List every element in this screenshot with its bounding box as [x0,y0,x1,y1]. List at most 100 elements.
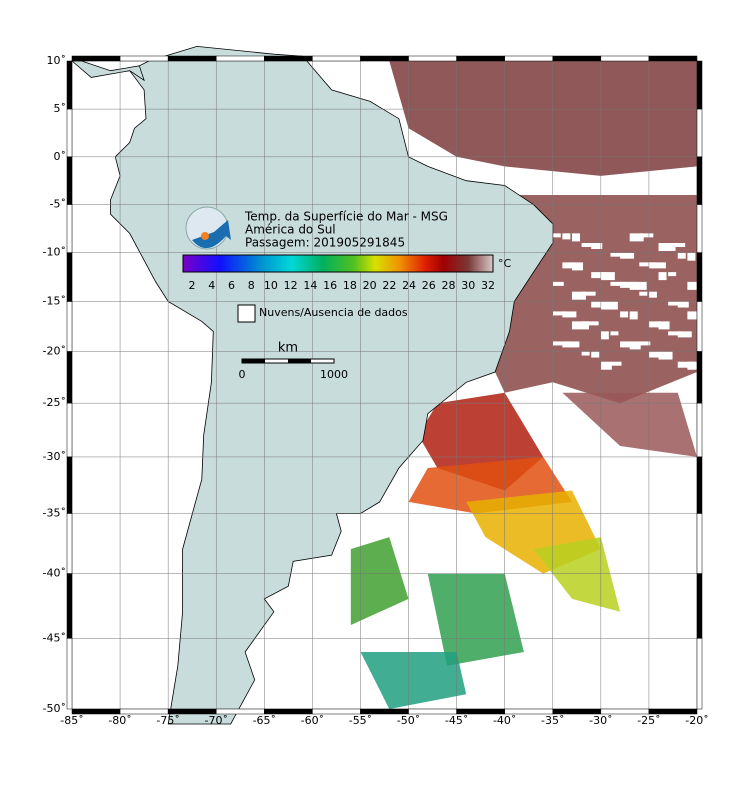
cloud-gap [591,301,609,308]
frame-segment [696,204,703,253]
lon-tick-label: -40˚ [493,714,516,727]
cloud-gap [552,281,564,286]
frame-segment [71,55,121,62]
lon-tick-label: -75˚ [156,714,179,727]
cloud-gap [648,321,660,328]
cloud-gap [600,361,612,370]
colorbar-tick-label: 8 [248,279,255,292]
lon-tick-label: -65˚ [253,714,276,727]
cloud-gap [572,291,586,300]
scale-bar-seg [288,359,311,363]
frame-segment [66,638,73,710]
cloud-gap [562,341,580,348]
frame-segment [696,156,703,205]
colorbar-tick-label: 16 [323,279,337,292]
frame-segment [312,55,361,62]
frame-segment [696,60,703,110]
logo-arrow [192,220,231,249]
cloud-gap [629,281,647,290]
scale-end: 1000 [320,368,348,381]
frame-segment [66,156,73,205]
frame-segment [66,252,73,302]
lon-tick-label: -80˚ [108,714,131,727]
colorbar-tick-label: 30 [461,279,475,292]
cloud-gap [629,233,644,242]
frame-segment [504,55,554,62]
frame-segment [119,55,169,62]
cloud-gap [629,311,638,320]
frame-segment [66,204,73,253]
frame-segment [66,456,73,514]
lat-tick-label: -45˚ [43,631,66,644]
colorbar-tick-label: 6 [228,279,235,292]
overlay: Temp. da Superfície do Mar - MSG América… [182,206,512,381]
cloud-gap [648,351,663,358]
cloud-gap [658,351,673,360]
colorbar-tick-label: 28 [442,279,456,292]
cloud-gap [562,262,574,269]
colorbar-tick-label: 12 [284,279,298,292]
frame-segment [167,55,217,62]
lon-tick-label: -50˚ [397,714,420,727]
cloud-gap [639,291,648,296]
cloud-gap [591,243,603,250]
cloud-gap [658,272,667,281]
lat-tick-label: -50˚ [43,702,66,715]
title-line: Passagem: 201905291845 [245,236,405,250]
lon-tick-label: -70˚ [204,714,227,727]
logo-dot [201,232,209,240]
cloud-gap [677,252,686,259]
cloud-gap [562,233,571,240]
cloud-gap [572,233,580,242]
title-line: Temp. da Superfície do Mar - MSG [244,210,448,224]
cloud-gap [562,311,577,318]
scale-bar-seg [242,359,265,363]
sst-patch [389,61,697,176]
frame-segment [552,55,602,62]
cloud-gap [552,311,567,316]
cloud-gap [658,321,670,330]
cloud-gap [581,321,599,326]
cloud-gap [677,361,695,368]
lat-tick-label: 5˚ [54,102,67,115]
cloud-gap [600,331,609,340]
frame-segment [696,638,703,710]
colorbar-tick-label: 2 [189,279,196,292]
frame-segment [408,55,457,62]
cloud-gap [639,262,657,267]
frame-segment [696,513,703,574]
map-area [66,45,705,725]
land [70,60,145,82]
cloud-gap [687,311,702,320]
sst-patch [562,392,697,457]
cloud-gap [639,233,654,238]
frame-segment [600,55,650,62]
colorbar-tick-label: 26 [422,279,436,292]
cloud-gap [572,321,589,330]
cloud-gap [620,311,629,318]
cloud-gap [552,233,561,238]
colorbar-tick-label: 18 [343,279,357,292]
cloud-gap [552,341,570,346]
colorbar-tick-label: 14 [303,279,317,292]
colorbar-tick-label: 32 [481,279,495,292]
frame-segment [648,55,698,62]
lon-tick-label: -55˚ [349,714,372,727]
frame-segment [456,55,505,62]
colorbar-tick-label: 22 [382,279,396,292]
scale-unit: km [278,341,298,356]
frame-segment [696,108,703,158]
frame-segment [215,55,265,62]
cloud-gap [610,281,628,286]
frame-segment [696,573,703,639]
cloud-gap [677,301,689,308]
lon-tick-label: -20˚ [685,714,708,727]
colorbar-unit: °C [498,257,512,270]
colorbar-tick-label: 4 [208,279,215,292]
cloud-gap [639,341,651,346]
lat-tick-label: 10˚ [47,54,67,67]
lon-tick-label: -45˚ [445,714,468,727]
frame-segment [648,708,698,715]
cloud-gap [581,291,596,296]
